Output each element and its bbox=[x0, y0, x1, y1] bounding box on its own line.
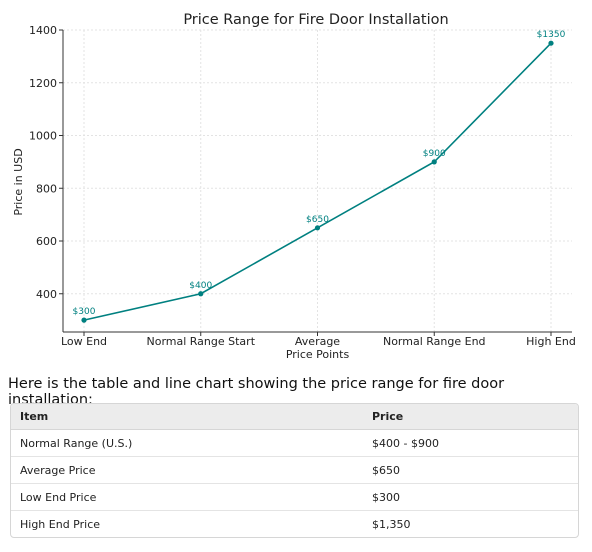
data-point bbox=[548, 40, 554, 46]
data-label: $300 bbox=[73, 307, 96, 317]
x-tick-label: Low End bbox=[61, 335, 107, 348]
table-cell-price: $650 bbox=[363, 456, 578, 484]
data-label: $900 bbox=[423, 149, 446, 159]
column-header-price: Price bbox=[363, 404, 578, 430]
table-header-row: Item Price bbox=[11, 404, 578, 430]
y-axis-label: Price in USD bbox=[12, 148, 25, 215]
x-tick-label: Average Price Points bbox=[286, 335, 350, 361]
data-label: $1350 bbox=[537, 30, 566, 40]
column-header-item: Item bbox=[11, 404, 363, 430]
data-point bbox=[198, 291, 204, 297]
y-tick-label: 1400 bbox=[29, 24, 57, 37]
x-tick-label: Normal Range End bbox=[383, 335, 486, 348]
data-point bbox=[314, 225, 321, 231]
grid-layer bbox=[63, 29, 572, 332]
data-point bbox=[81, 317, 87, 323]
data-label: $400 bbox=[189, 281, 212, 291]
y-tick-label: 800 bbox=[36, 182, 57, 195]
table-row: Normal Range (U.S.) $400 - $900 bbox=[11, 429, 578, 457]
table-cell-item: Low End Price bbox=[11, 483, 363, 511]
axes: 400 600 800 1000 1200 1400 Low End Normal Range… bbox=[29, 24, 576, 361]
table-row: Average Price $650 bbox=[11, 456, 578, 484]
y-tick-label: 600 bbox=[36, 235, 57, 248]
table-cell-price: $400 - $900 bbox=[363, 429, 578, 457]
data-label: $650 bbox=[306, 215, 329, 225]
table-row: Low End Price $300 bbox=[11, 483, 578, 511]
y-tick-label: 1200 bbox=[29, 77, 57, 90]
y-tick-label: 400 bbox=[36, 288, 57, 301]
price-table-grid: Item Price Normal Range (U.S.) $400 - $9… bbox=[11, 404, 578, 537]
line-chart: 400 600 800 1000 1200 1400 Low End Normal Range… bbox=[12, 12, 576, 361]
chart-title: Price Range for Fire Door Installation bbox=[183, 12, 448, 28]
table-cell-price: $1,350 bbox=[372, 517, 411, 531]
table-cell-item: Normal Range (U.S.) bbox=[11, 429, 363, 457]
table-cell-item: High End Price bbox=[20, 517, 101, 531]
table-cell-item: Average Price bbox=[11, 456, 363, 484]
series-layer bbox=[81, 40, 554, 323]
y-tick-label: 1000 bbox=[29, 130, 57, 143]
price-table: Item Price Normal Range (U.S.) $400 - $9… bbox=[10, 403, 579, 538]
x-tick-label: High End bbox=[526, 335, 576, 348]
table-cell-price: $300 bbox=[363, 483, 578, 511]
table-row: High End Price $1,350 bbox=[11, 511, 578, 538]
data-point bbox=[431, 159, 437, 165]
label-layer: $300 $400 $650 $900 $1350 bbox=[73, 30, 566, 317]
x-tick-label: Normal Range Start bbox=[146, 335, 255, 348]
